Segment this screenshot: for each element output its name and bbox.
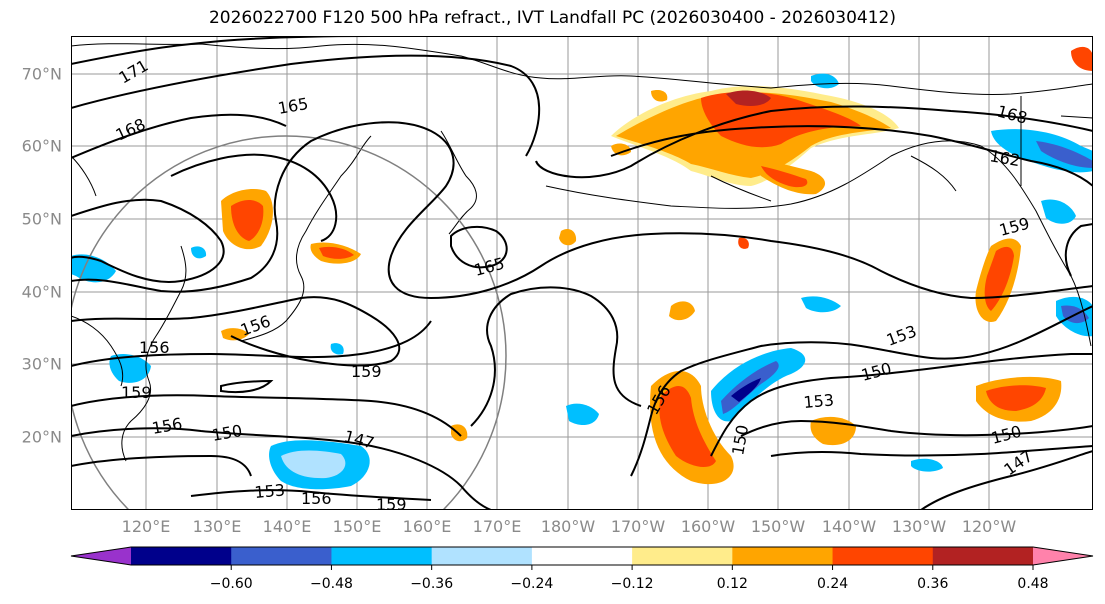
contour-label: 150 — [859, 359, 893, 385]
colorbar-segment — [431, 547, 533, 565]
colorbar-segment — [732, 547, 834, 565]
map-plot-area: 171 168 165 165 168 162 159 156 156 159 … — [71, 36, 1093, 510]
lat-label: 60°N — [21, 136, 62, 156]
contour-labels: 171 168 165 165 168 162 159 156 156 159 … — [113, 56, 1037, 510]
colorbar — [70, 546, 1094, 570]
lon-label: 150°E — [332, 517, 382, 536]
colorbar-segment — [131, 547, 232, 565]
lat-label: 30°N — [21, 354, 62, 374]
lon-label: 160°E — [402, 517, 452, 536]
great-circle-ring — [71, 135, 507, 510]
colorbar-outline — [70, 546, 1094, 566]
colorbar-tick-label: 0.36 — [917, 576, 949, 592]
lat-lon-grid — [71, 36, 1093, 510]
colorbar-segments — [70, 546, 1094, 566]
coastlines — [71, 43, 1093, 462]
colorbar-segment — [832, 547, 934, 565]
lon-label: 150°W — [750, 517, 806, 536]
colorbar-tick-label: −0.12 — [610, 576, 654, 592]
colorbar-segment — [932, 547, 1034, 565]
colorbar-tick-label: 0.12 — [716, 576, 748, 592]
contour-label: 159 — [376, 495, 407, 510]
colorbar-tick-label: −0.60 — [209, 576, 253, 592]
contour-label: 150 — [989, 422, 1023, 448]
contour-label: 156 — [301, 489, 332, 508]
lon-label: 130°E — [192, 517, 242, 536]
colorbar-segment — [331, 547, 433, 565]
lon-label: 130°W — [891, 517, 947, 536]
colorbar-segment — [632, 547, 733, 565]
lon-label: 180°W — [540, 517, 596, 536]
lon-label: 120°E — [121, 517, 171, 536]
contour-label: 156 — [238, 311, 273, 339]
contour-label: 168 — [995, 102, 1029, 128]
lat-label: 50°N — [21, 209, 62, 229]
contour-label: 153 — [884, 321, 919, 349]
lat-label: 20°N — [21, 427, 62, 447]
colorbar-tick-label: −0.48 — [309, 576, 353, 592]
contour-label: 168 — [113, 114, 149, 144]
map-canvas: 171 168 165 165 168 162 159 156 156 159 … — [71, 36, 1093, 510]
colorbar-segment — [531, 547, 633, 565]
lon-label: 160°W — [680, 517, 736, 536]
colorbar-tick-label: −0.24 — [510, 576, 554, 592]
contour-label: 165 — [472, 254, 506, 280]
lon-label: 170°E — [472, 517, 522, 536]
map-title: 2026022700 F120 500 hPa refract., IVT La… — [208, 8, 896, 28]
colorbar-tick-label: 0.24 — [816, 576, 849, 592]
contour-label: 165 — [276, 94, 309, 118]
colorbar-tick-label: −0.36 — [410, 576, 454, 592]
contour-label: 156 — [139, 338, 170, 357]
lon-label: 170°W — [610, 517, 666, 536]
contour-label: 150 — [728, 423, 752, 456]
lon-label: 120°W — [961, 517, 1017, 536]
contour-label: 159 — [121, 383, 152, 402]
contour-label: 159 — [997, 214, 1031, 240]
contour-label: 156 — [150, 414, 183, 438]
lon-label: 140°W — [821, 517, 877, 536]
colorbar-tick-label: 0.48 — [1017, 576, 1049, 592]
lat-label: 40°N — [21, 282, 62, 302]
refractivity-contours — [71, 36, 1093, 510]
contour-label: 153 — [254, 480, 286, 502]
contour-label: 153 — [803, 390, 835, 412]
ivt-positive-shading — [221, 46, 1093, 485]
colorbar-extend-min — [71, 547, 131, 565]
lon-label: 140°E — [262, 517, 312, 536]
colorbar-segment — [231, 547, 332, 565]
contour-label: 150 — [210, 421, 243, 445]
colorbar-extend-max — [1033, 547, 1093, 565]
lat-label: 70°N — [21, 64, 62, 84]
contour-label: 159 — [351, 362, 382, 381]
contour-label: 162 — [988, 146, 1021, 170]
